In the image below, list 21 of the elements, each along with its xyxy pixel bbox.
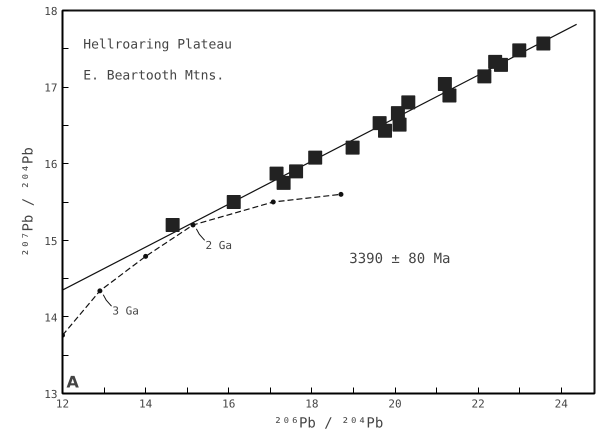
annotation: 2 Ga [205, 238, 232, 252]
annotation: A [66, 372, 80, 392]
annotation: 3390 ± 80 Ma [349, 251, 450, 268]
x-tick-label: 18 [305, 398, 318, 410]
x-tick-label: 22 [472, 398, 485, 410]
y-tick-label: 17 [44, 82, 58, 95]
annotation: 3 Ga [112, 304, 139, 318]
y-tick-label: 18 [44, 5, 58, 18]
y-tick-label: 14 [44, 311, 58, 324]
x-tick-label: 20 [388, 398, 402, 410]
annotation: Hellroaring Plateau [83, 38, 232, 53]
x-tick-label: 24 [554, 398, 568, 410]
x-tick-label: 16 [222, 398, 236, 410]
x-tick-label: 14 [139, 398, 153, 410]
x-tick-label: 12 [56, 398, 70, 410]
x-axis-title: ²⁰⁶Pb / ²⁰⁴Pb [274, 416, 384, 432]
y-axis-title: ²⁰⁷Pb / ²⁰⁴Pb [20, 147, 36, 257]
annotation: E. Beartooth Mtns. [83, 68, 224, 84]
y-tick-label: 13 [44, 388, 58, 401]
y-tick-label: 16 [44, 158, 58, 172]
y-tick-label: 15 [44, 234, 58, 248]
